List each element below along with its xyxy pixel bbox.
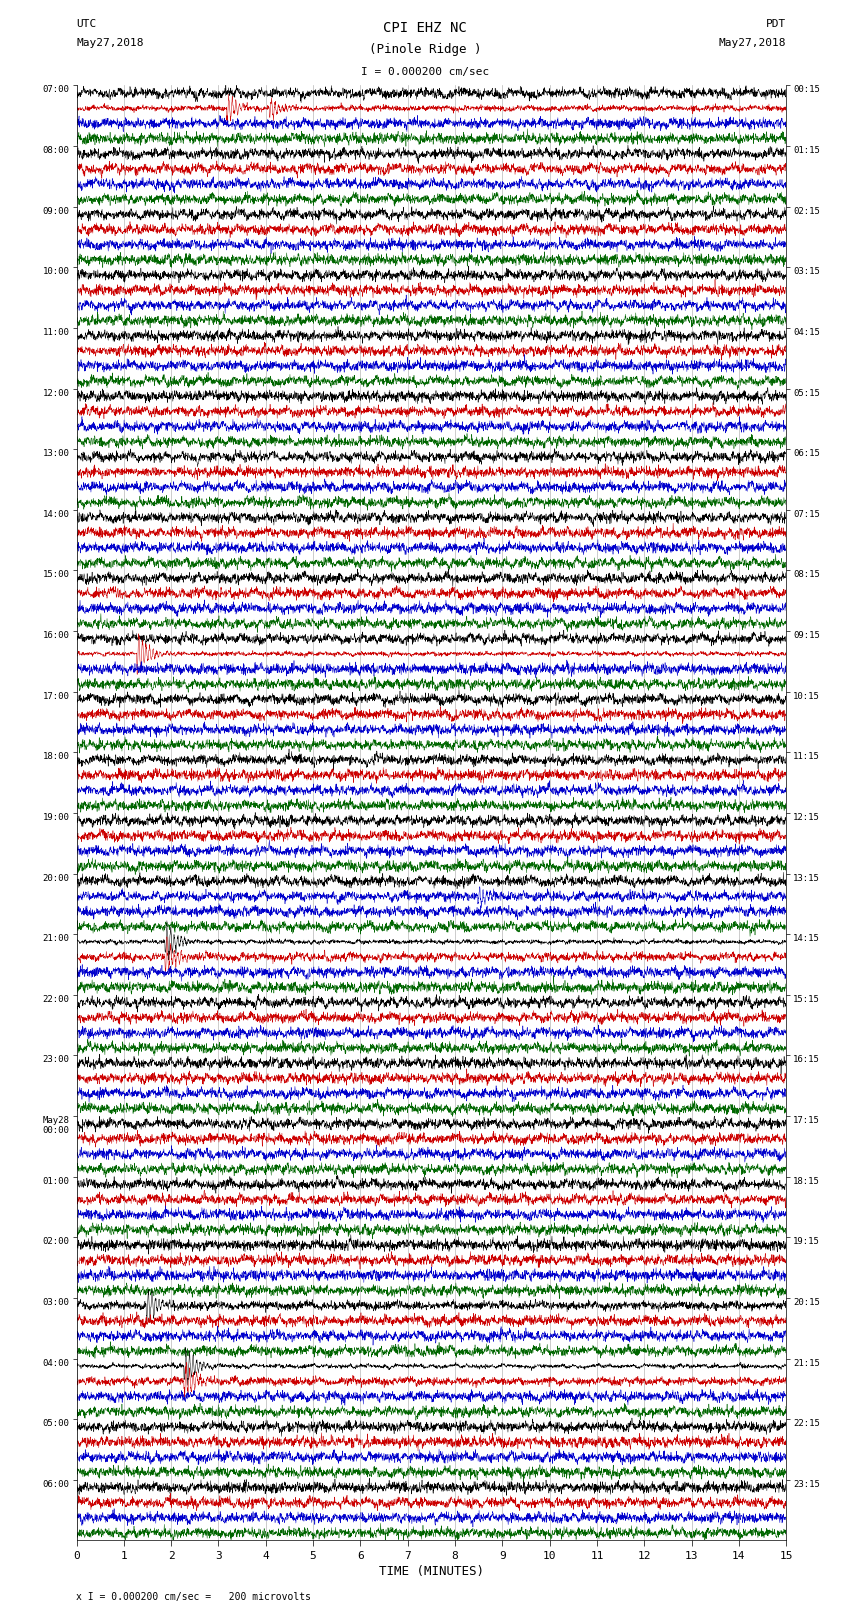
Text: x I = 0.000200 cm/sec =   200 microvolts: x I = 0.000200 cm/sec = 200 microvolts [76, 1592, 311, 1602]
X-axis label: TIME (MINUTES): TIME (MINUTES) [379, 1565, 484, 1578]
Text: I = 0.000200 cm/sec: I = 0.000200 cm/sec [361, 66, 489, 77]
Text: (Pinole Ridge ): (Pinole Ridge ) [369, 44, 481, 56]
Text: May27,2018: May27,2018 [76, 39, 144, 48]
Text: May27,2018: May27,2018 [719, 39, 786, 48]
Text: CPI EHZ NC: CPI EHZ NC [383, 21, 467, 35]
Text: PDT: PDT [766, 19, 786, 29]
Text: UTC: UTC [76, 19, 97, 29]
